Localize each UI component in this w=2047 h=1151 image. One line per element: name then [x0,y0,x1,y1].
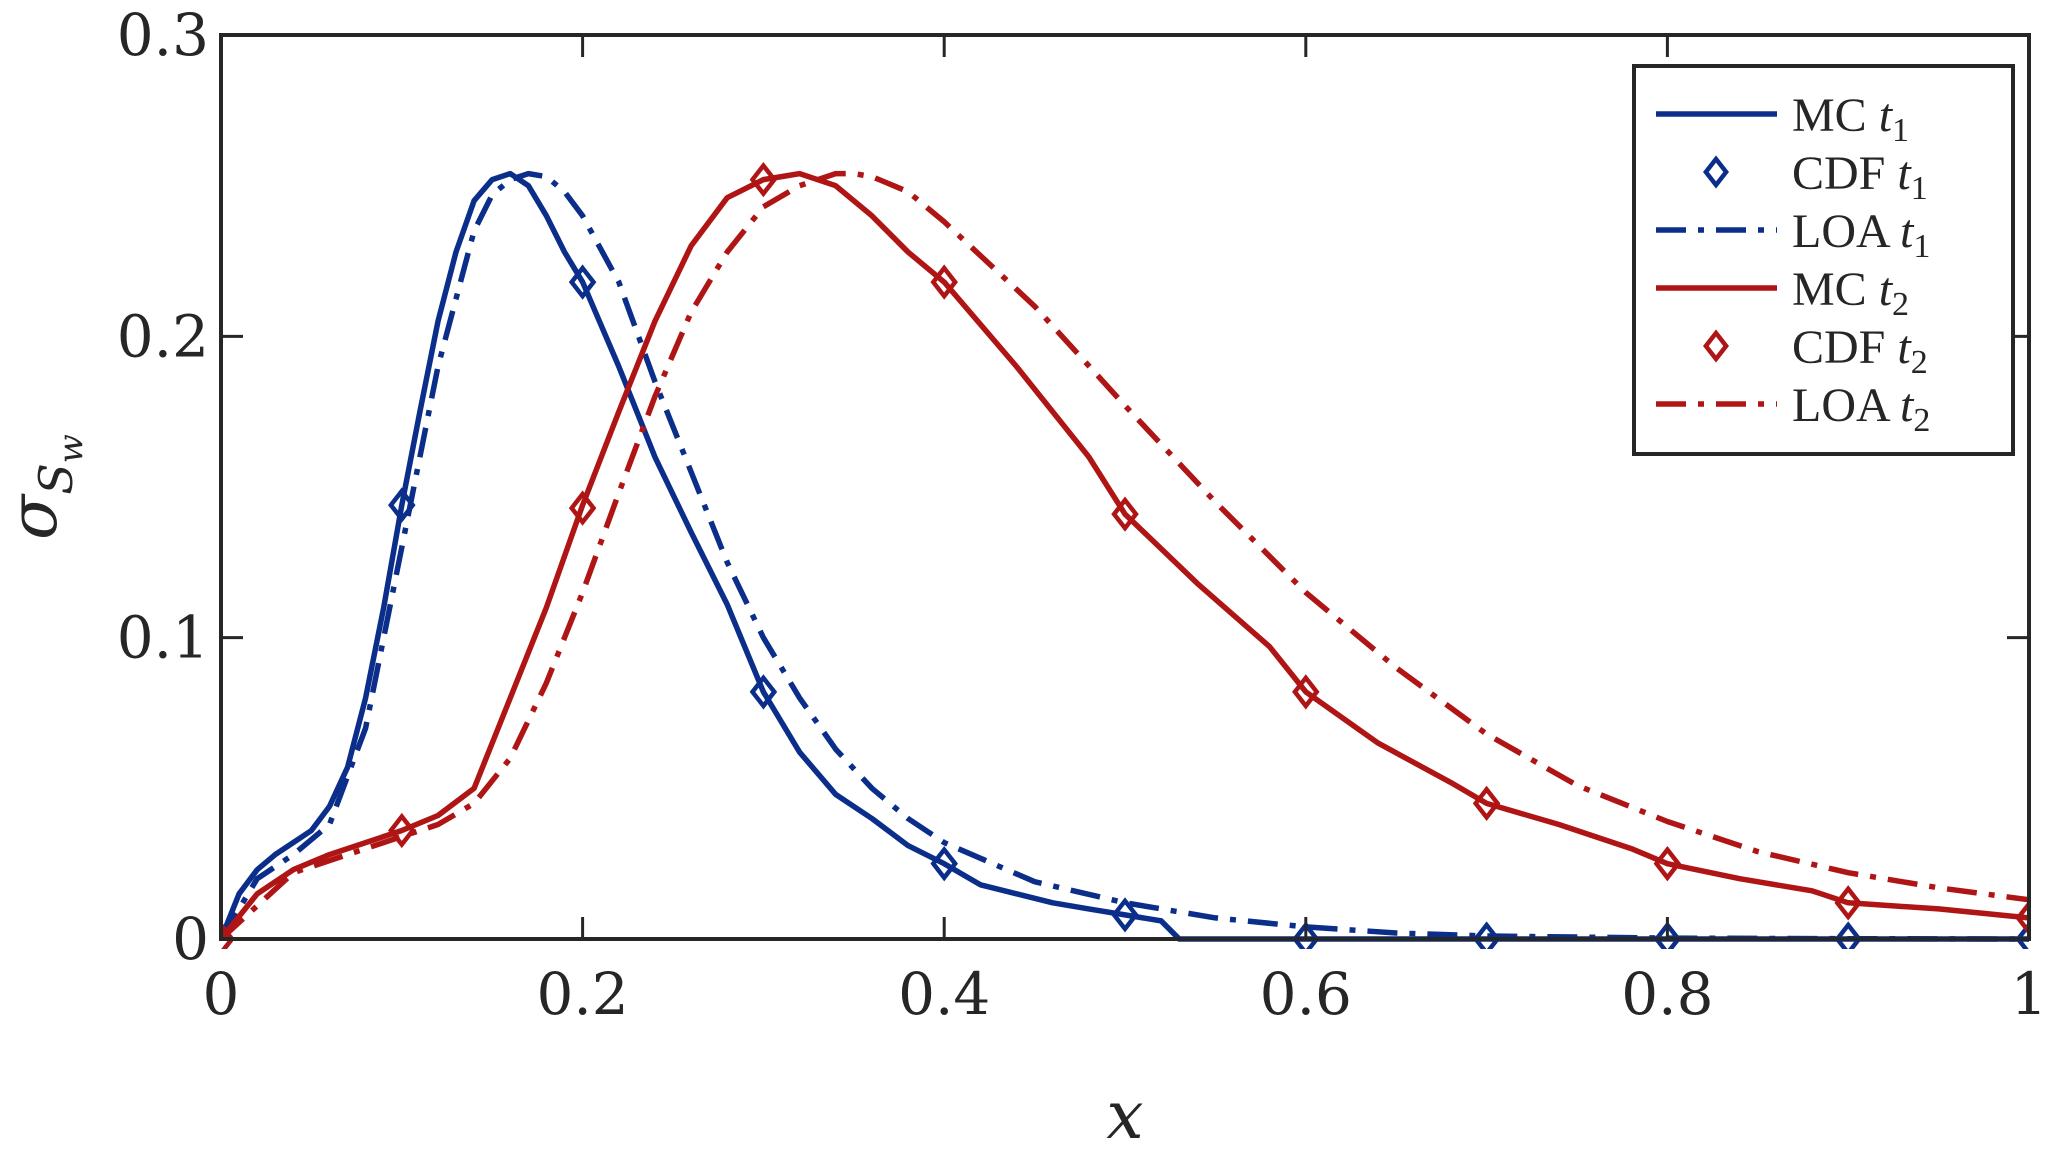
legend-marker [1703,329,1729,363]
legend-entry: LOA t1 [1656,205,1930,265]
y-tick-label: 0.3 [117,1,209,69]
x-tick-label: 0.6 [1260,960,1352,1028]
data-point [930,264,958,300]
series-line [221,170,2029,941]
legend-entry: CDF t1 [1703,147,1928,207]
legend-entry: CDF t2 [1703,321,1928,381]
data-point [2015,921,2029,949]
legend-label: MC t2 [1792,263,1909,323]
y-tick-label: 0.2 [117,302,209,370]
y-axis-label-text: σSw [0,434,91,540]
data-point [1111,496,1139,532]
x-axis-label: x [1106,1077,1143,1151]
legend-label: CDF t1 [1792,147,1928,207]
series-loa-t1 [221,170,2029,942]
x-tick-label: 0 [203,960,240,1028]
legend-entry: LOA t2 [1656,379,1930,439]
plot-area [221,161,2029,949]
legend-entry: MC t1 [1656,89,1909,149]
legend-label: CDF t2 [1792,321,1928,381]
axes-frame [219,33,2031,941]
data-point [749,674,778,710]
data-point [1653,921,1682,949]
legend-label: LOA t1 [1792,205,1930,265]
x-tick-label: 1 [2011,960,2047,1028]
data-point [1111,897,1139,933]
series-mc-t2 [221,170,2029,941]
y-tick-label: 0 [172,905,209,973]
legend-label: MC t1 [1792,89,1909,149]
x-tick-label: 0.8 [1621,960,1713,1028]
series-line [221,170,2029,942]
data-point [749,161,778,198]
data-point [388,812,416,849]
data-point [1834,885,1862,921]
series-line [221,170,2029,942]
y-tick-label: 0.1 [117,604,209,672]
series-mc-t1 [221,170,2029,942]
legend-marker [1703,155,1729,189]
legend-label: LOA t2 [1792,379,1930,439]
legend-box [1632,64,2015,456]
data-point [930,846,958,882]
data-point [1292,921,1320,949]
x-tick-label: 0.4 [898,960,990,1028]
series-cdf-t2 [221,161,2029,949]
data-point [568,490,597,526]
x-tick-label: 0.2 [536,960,628,1028]
axis-ticks: 0 0.2 0.4 0.6 0.8 1 0 0.1 0.2 0.3 [117,1,2047,1028]
data-point [1653,846,1682,882]
data-point [2015,900,2029,936]
data-point [1834,921,1862,949]
data-point [568,264,597,300]
data-point [1472,785,1501,822]
legend-entry: MC t2 [1656,263,1909,323]
y-axis-label: σSw [0,434,91,540]
data-point [1292,674,1320,710]
